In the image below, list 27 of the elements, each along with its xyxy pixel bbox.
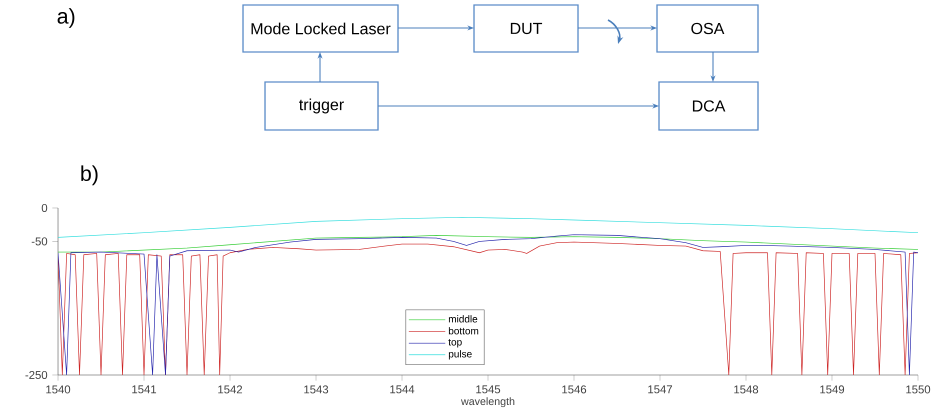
chart-title: b) bbox=[81, 165, 98, 186]
x-tick-label: 1544 bbox=[390, 385, 414, 394]
text: DUT bbox=[510, 22, 542, 34]
y-tick-label: -50 bbox=[32, 237, 48, 246]
x-tick-label: 1543 bbox=[304, 385, 328, 394]
x-tick-label: 1545 bbox=[476, 385, 500, 394]
x-tick-label: 1546 bbox=[562, 385, 586, 394]
y-tick-label: -250 bbox=[25, 370, 48, 379]
legend-label: bottom bbox=[448, 327, 478, 334]
text: trigger bbox=[299, 98, 344, 114]
x-tick-label: 1549 bbox=[820, 385, 844, 394]
x-axis-title: wavelength bbox=[461, 397, 514, 408]
x-tick-label: 1540 bbox=[46, 385, 70, 394]
x-tick-label: 1547 bbox=[648, 385, 672, 394]
legend-label: pulse bbox=[448, 350, 472, 360]
x-tick-label: 1548 bbox=[734, 385, 758, 394]
text: OSA bbox=[691, 22, 724, 34]
x-tick-label: 1550 bbox=[906, 385, 930, 394]
legend-label: top bbox=[448, 339, 462, 348]
x-tick-label: 1541 bbox=[132, 385, 156, 394]
text: DCA bbox=[692, 100, 726, 112]
text: Mode Locked Laser bbox=[252, 22, 390, 34]
legend-label: middle bbox=[448, 315, 478, 323]
y-tick-label: 0 bbox=[42, 204, 48, 212]
x-tick-label: 1542 bbox=[218, 385, 242, 394]
line-series bbox=[58, 217, 918, 238]
text: a) bbox=[58, 8, 74, 28]
